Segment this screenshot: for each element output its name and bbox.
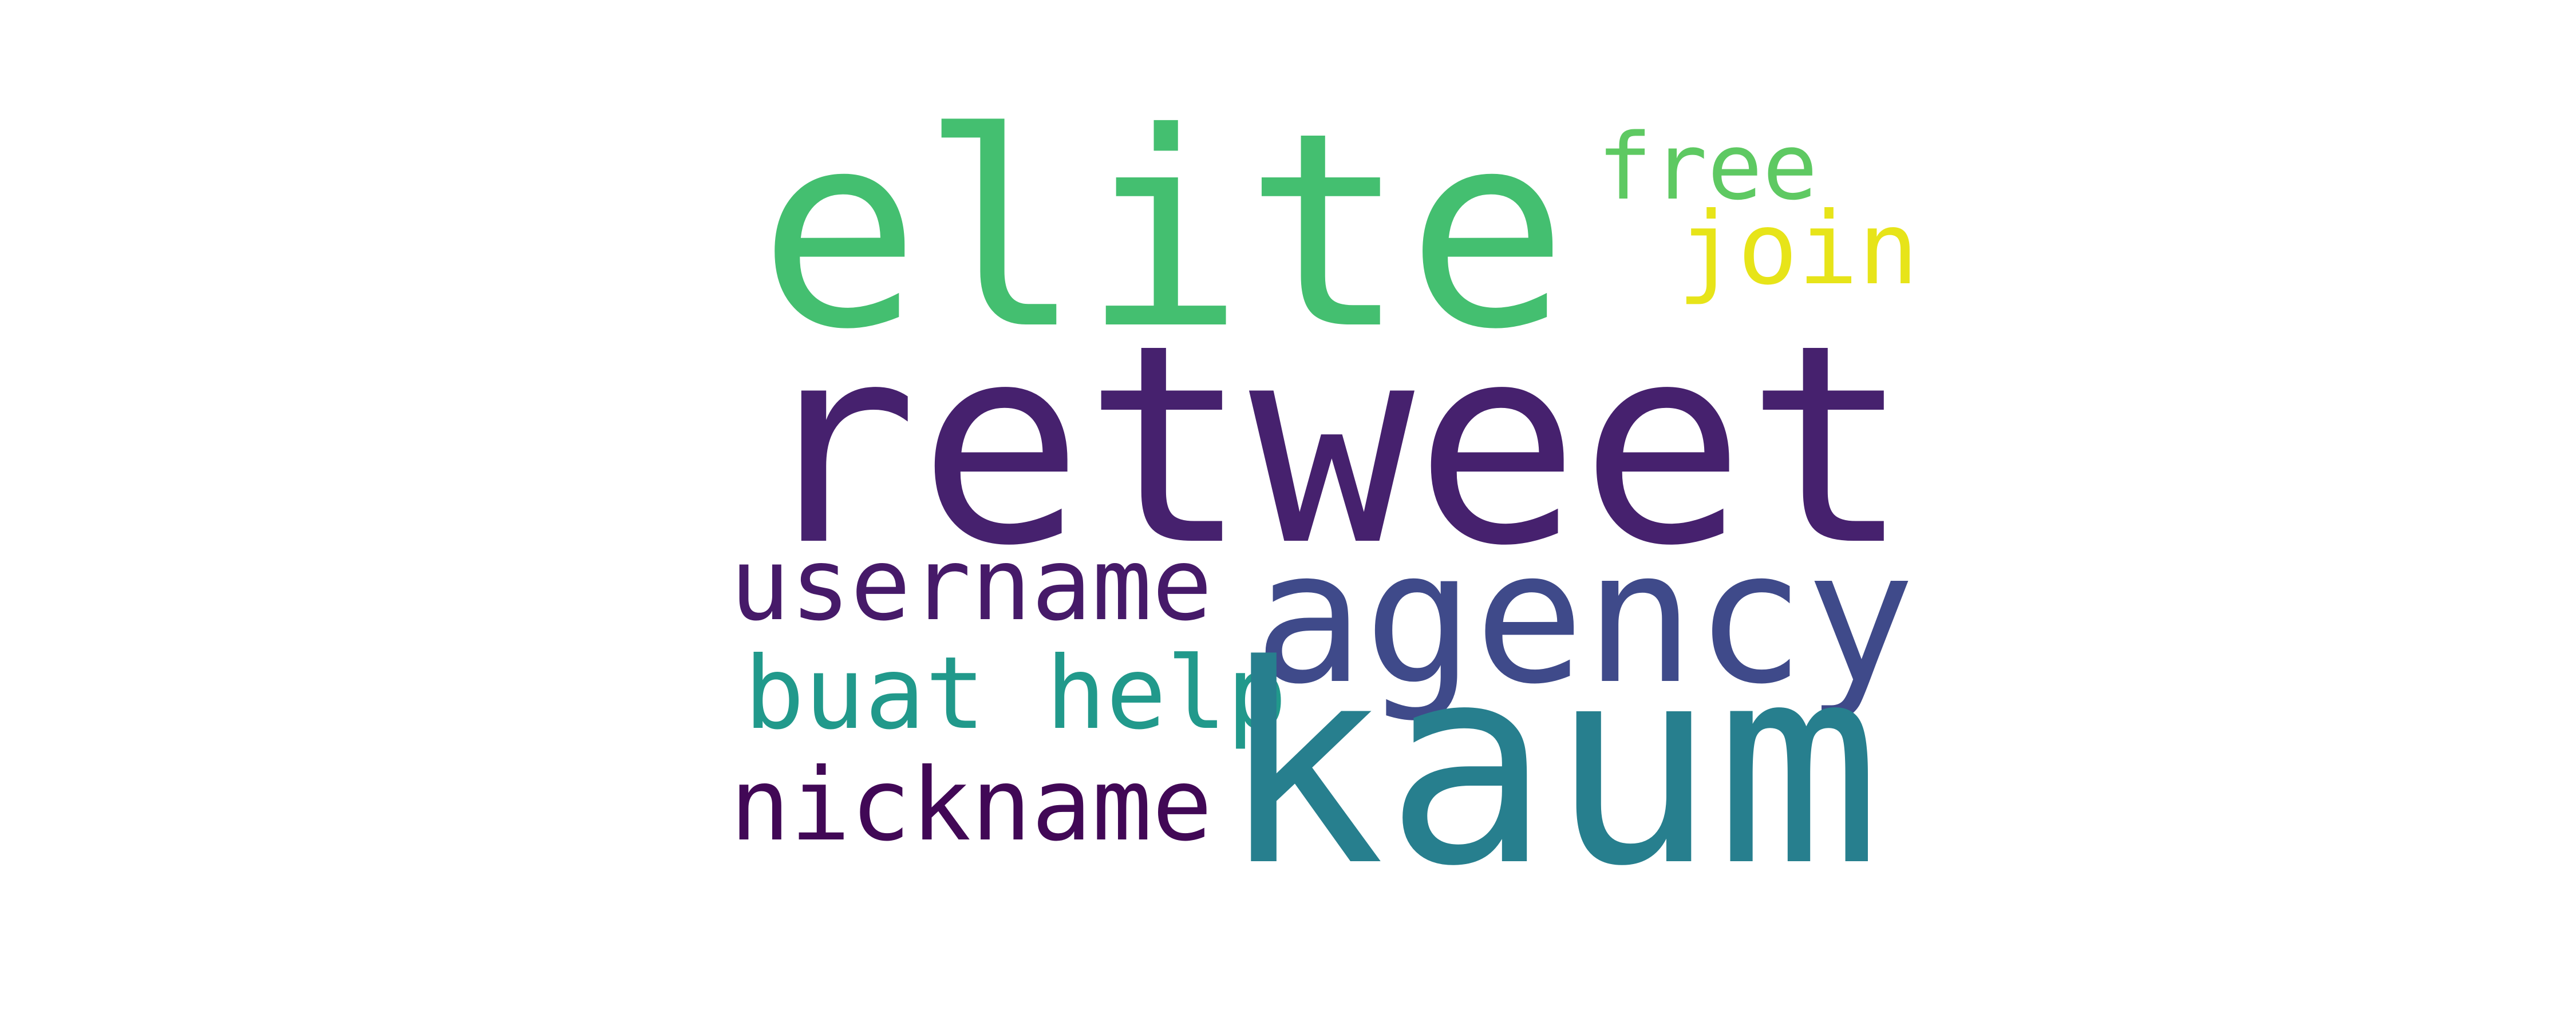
word-buat-help: buat help — [744, 636, 1287, 752]
word-elite: elite — [758, 75, 1568, 388]
word-kaum: kaum — [1219, 607, 1881, 926]
word-join: join — [1677, 191, 1919, 307]
word-agency: agency — [1254, 512, 1915, 724]
word-free: free — [1597, 113, 1818, 220]
word-username: username — [730, 527, 1212, 643]
word-nickname: nickname — [730, 747, 1212, 863]
word-retweet: retweet — [753, 286, 1911, 606]
